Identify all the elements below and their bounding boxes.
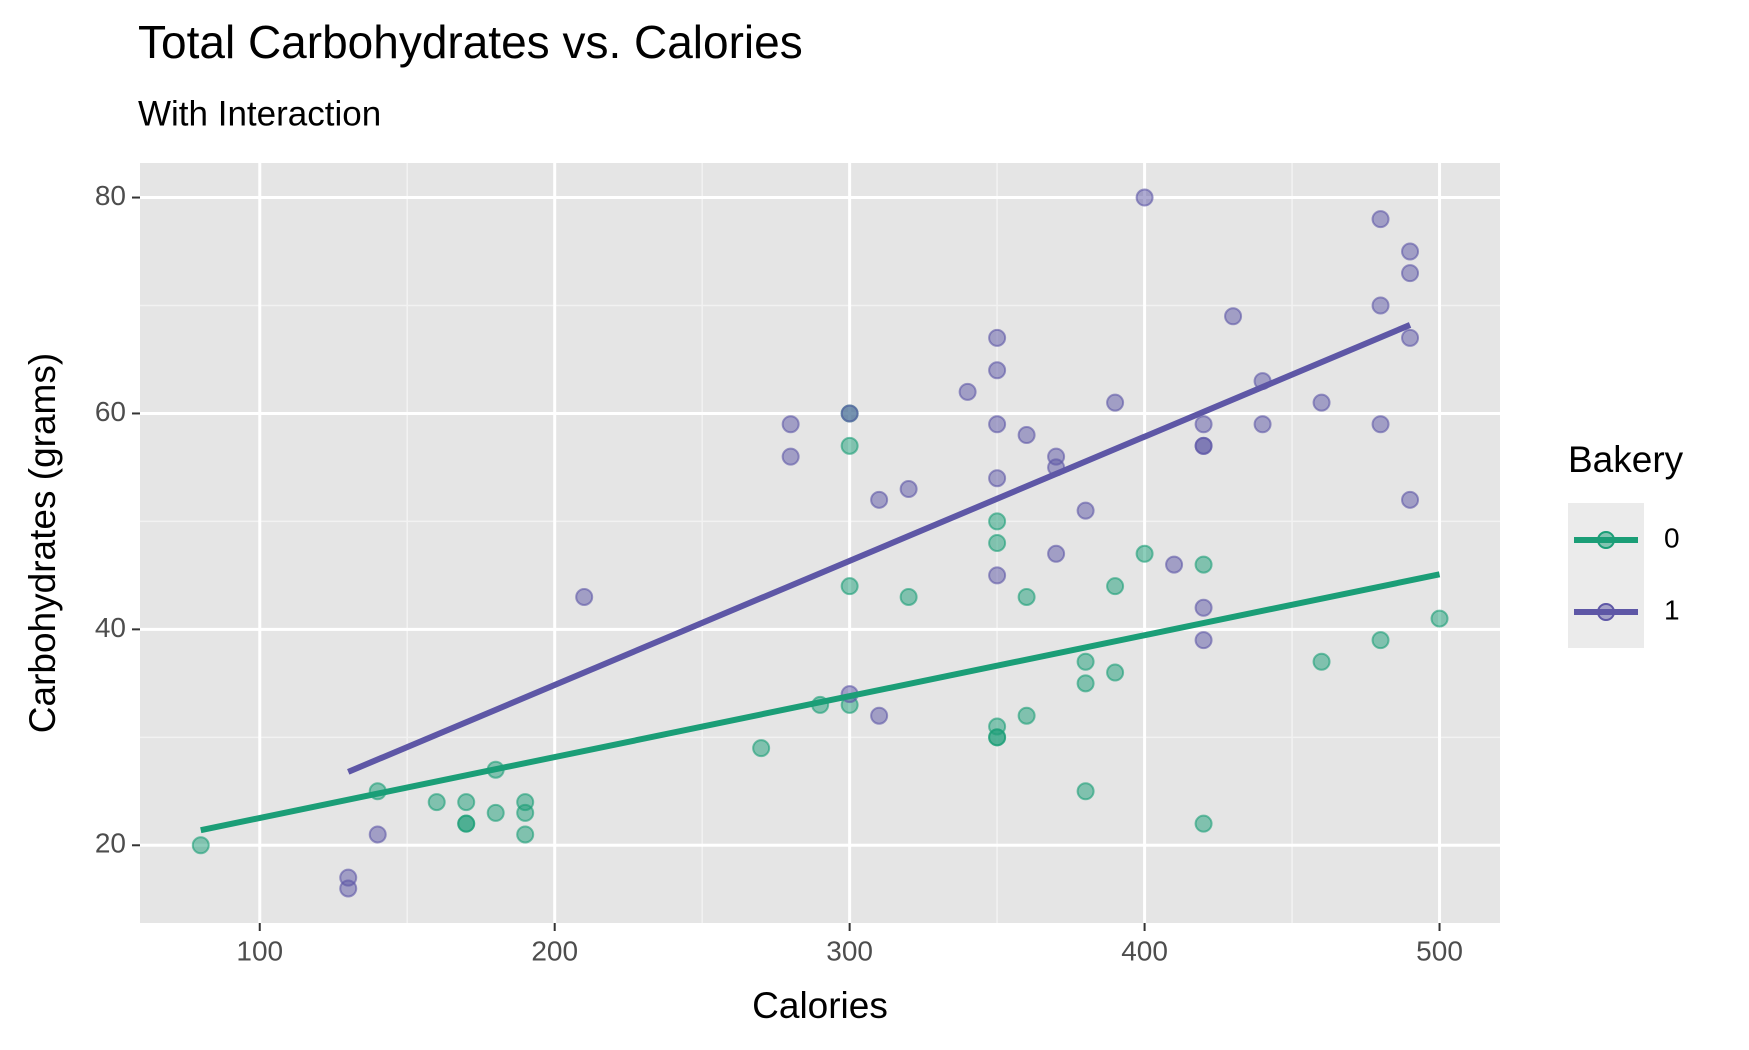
y-tick-label: 80 xyxy=(95,180,126,211)
data-point xyxy=(191,836,210,855)
data-point xyxy=(1401,242,1420,261)
data-point xyxy=(486,803,505,822)
data-point xyxy=(1076,501,1095,520)
chart-title: Total Carbohydrates vs. Calories xyxy=(138,16,803,68)
x-tick-label: 100 xyxy=(236,935,283,966)
data-point xyxy=(1135,544,1154,563)
data-point xyxy=(1194,631,1213,650)
data-point xyxy=(1371,296,1390,315)
data-point xyxy=(988,328,1007,347)
y-tick-label: 40 xyxy=(95,612,126,643)
legend-label: 0 xyxy=(1664,522,1680,553)
data-point xyxy=(1076,652,1095,671)
x-axis-title: Calories xyxy=(752,985,888,1026)
data-point xyxy=(368,825,387,844)
data-point xyxy=(988,361,1007,380)
y-tick-label: 20 xyxy=(95,828,126,859)
data-point xyxy=(752,739,771,758)
data-point xyxy=(1371,415,1390,434)
data-point xyxy=(1106,663,1125,682)
data-point xyxy=(988,415,1007,434)
data-point xyxy=(1194,555,1213,574)
data-point xyxy=(988,534,1007,552)
x-tick-label: 200 xyxy=(531,935,578,966)
data-point xyxy=(870,490,889,509)
data-point xyxy=(516,803,535,822)
legend-key-point xyxy=(1597,603,1615,621)
data-point xyxy=(1371,210,1390,229)
data-point xyxy=(899,480,918,499)
fit-line xyxy=(200,571,1441,834)
legend-key-background xyxy=(1568,503,1644,648)
data-point xyxy=(1135,188,1154,207)
data-point xyxy=(870,706,889,725)
legend-label: 1 xyxy=(1664,594,1680,625)
data-point xyxy=(1371,631,1390,650)
data-point xyxy=(457,793,476,812)
data-point xyxy=(988,728,1007,747)
data-point xyxy=(1401,328,1420,347)
data-point xyxy=(427,793,446,812)
data-point xyxy=(1194,415,1213,434)
legend-key-point xyxy=(1597,531,1615,549)
data-point xyxy=(899,587,918,606)
data-point xyxy=(958,382,977,401)
data-point xyxy=(1106,393,1125,412)
data-point xyxy=(1312,652,1331,671)
legend-title: Bakery xyxy=(1568,439,1684,480)
data-point xyxy=(1253,415,1272,434)
data-point xyxy=(1165,555,1184,574)
chart-subtitle: With Interaction xyxy=(138,94,381,133)
data-point xyxy=(1194,436,1213,455)
data-point xyxy=(1401,264,1420,283)
fit-line xyxy=(347,322,1412,775)
data-point xyxy=(1076,782,1095,801)
x-tick-label: 400 xyxy=(1121,935,1168,966)
data-point xyxy=(781,447,800,466)
data-point xyxy=(1312,393,1331,412)
data-point xyxy=(1106,577,1125,596)
data-point xyxy=(840,404,859,423)
data-point xyxy=(988,512,1007,531)
x-tick-label: 300 xyxy=(826,935,873,966)
y-axis-title: Carbohydrates (grams) xyxy=(22,353,63,733)
data-point xyxy=(457,814,476,833)
data-point xyxy=(1017,426,1036,445)
data-point xyxy=(575,587,594,606)
data-point xyxy=(781,415,800,434)
data-point xyxy=(840,577,859,596)
data-point xyxy=(1076,674,1095,693)
y-tick-label: 60 xyxy=(95,396,126,427)
data-point xyxy=(1047,544,1066,563)
data-point xyxy=(1194,814,1213,833)
plot-panel xyxy=(140,163,1500,923)
data-point xyxy=(1401,490,1420,509)
data-point xyxy=(1194,598,1213,617)
data-point xyxy=(1224,307,1243,326)
data-point xyxy=(339,879,358,898)
data-point xyxy=(516,825,535,844)
x-tick-label: 500 xyxy=(1416,935,1463,966)
data-point xyxy=(988,566,1007,585)
data-point xyxy=(1430,609,1449,628)
data-point xyxy=(840,436,859,455)
data-point xyxy=(1017,587,1036,606)
data-point xyxy=(1017,706,1036,725)
data-point xyxy=(988,469,1007,488)
